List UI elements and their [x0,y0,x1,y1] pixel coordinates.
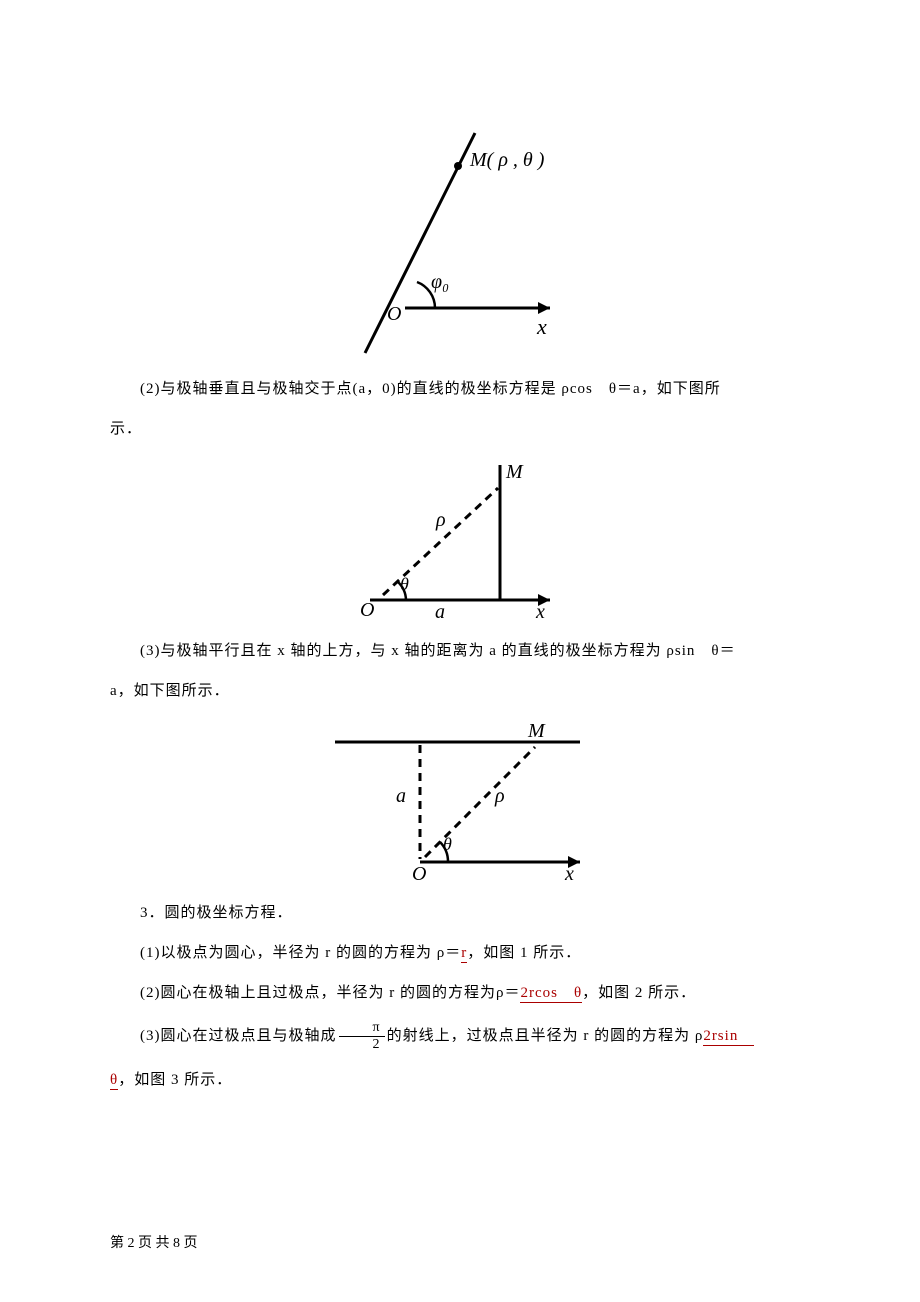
footer-prefix: 第 [110,1236,128,1251]
label-x2: x [535,601,545,620]
footer-total: 8 [173,1236,180,1251]
c1a: (1)以极点为圆心，半径为 r 的圆的方程为 ρ＝ [140,945,461,961]
fraction-pi-2: π2 [339,1020,385,1053]
p3-text: (3)与极轴平行且在 x 轴的上方，与 x 轴的距离为 a 的直线的极坐标方程为… [140,643,736,659]
c2b: 2rcos θ [520,985,582,1003]
label-O2: O [360,599,374,620]
paragraph-2: (2)与极轴垂直且与极轴交于点(a，0)的直线的极坐标方程是 ρcos θ＝a，… [110,376,810,402]
c3c: 2rsin [703,1028,754,1046]
c3d: θ [110,1072,118,1090]
heading-3: 3．圆的极坐标方程． [110,900,810,926]
c3b: 的射线上，过极点且半径为 r 的圆的方程为 ρ [387,1028,704,1044]
frac-num: π [339,1020,385,1037]
label-theta2: θ [400,574,409,594]
c3a: (3)圆心在过极点且与极轴成 [140,1028,337,1044]
frac-den: 2 [339,1037,385,1053]
footer-mid: 页 共 [135,1236,174,1251]
c2c: ，如图 2 所示． [582,985,696,1001]
label-M3: M [527,722,546,742]
circle-eq-3-cont: θ，如图 3 所示． [110,1067,810,1093]
c1c: ，如图 1 所示． [467,945,581,961]
label-M: M( ρ , θ ) [469,149,545,171]
label-O: O [387,303,401,325]
c3e: ，如图 3 所示． [118,1072,232,1088]
label-a3: a [396,785,406,807]
label-x3: x [564,863,574,882]
page-footer: 第 2 页 共 8 页 [110,1232,198,1252]
paragraph-3b: a，如下图所示． [110,678,810,704]
paragraph-2b: 示． [110,416,810,442]
label-theta3: θ [443,834,452,854]
p2-text: (2)与极轴垂直且与极轴交于点(a，0)的直线的极坐标方程是 ρcos θ＝a，… [140,381,721,397]
figure-line-origin: M( ρ , θ ) O φ₀ x [345,108,575,358]
paragraph-3: (3)与极轴平行且在 x 轴的上方，与 x 轴的距离为 a 的直线的极坐标方程为… [110,638,810,664]
figure-horizontal-line: M O ρ θ a x [330,722,590,882]
circle-eq-1: (1)以极点为圆心，半径为 r 的圆的方程为 ρ＝r，如图 1 所示． [110,940,810,966]
c2a: (2)圆心在极轴上且过极点，半径为 r 的圆的方程为ρ＝ [140,985,520,1001]
label-O3: O [412,863,426,882]
footer-page: 2 [128,1236,135,1251]
circle-eq-2: (2)圆心在极轴上且过极点，半径为 r 的圆的方程为ρ＝2rcos θ，如图 2… [110,980,810,1006]
footer-suffix: 页 [180,1236,198,1251]
label-x: x [536,314,547,339]
figure-vertical-line: M O ρ θ a x [350,460,570,620]
label-rho3: ρ [494,785,505,807]
label-rho2: ρ [435,509,446,531]
label-a2: a [435,601,445,620]
label-M2: M [505,461,524,483]
circle-eq-3: (3)圆心在过极点且与极轴成π2的射线上，过极点且半径为 r 的圆的方程为 ρ2… [110,1020,810,1053]
label-phi: φ₀ [431,271,449,293]
